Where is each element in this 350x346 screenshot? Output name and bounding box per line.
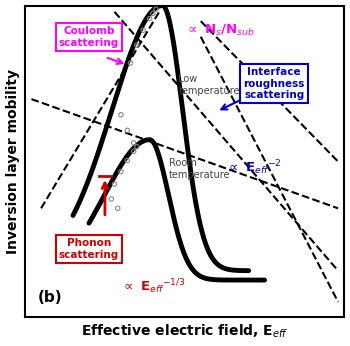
Point — [125, 158, 130, 163]
Point — [125, 128, 130, 133]
Text: $\propto$ E$_{eff}$$^{-2}$: $\propto$ E$_{eff}$$^{-2}$ — [226, 158, 282, 177]
Text: Room
temperature: Room temperature — [169, 158, 230, 180]
X-axis label: Effective electric field, E$_{eff}$: Effective electric field, E$_{eff}$ — [81, 323, 289, 340]
Text: Interface
roughness
scattering: Interface roughness scattering — [244, 67, 305, 100]
Point — [115, 206, 120, 211]
Point — [108, 196, 114, 202]
Text: $\propto$ E$_{eff}$$^{-1/3}$: $\propto$ E$_{eff}$$^{-1/3}$ — [121, 277, 186, 295]
Point — [131, 140, 136, 146]
Point — [134, 144, 140, 149]
Point — [118, 169, 124, 174]
Point — [140, 27, 146, 33]
Text: Low
temperature: Low temperature — [178, 74, 240, 96]
Point — [131, 148, 136, 154]
Text: $\propto$ N$_s$/N$_{sub}$: $\propto$ N$_s$/N$_{sub}$ — [185, 23, 254, 38]
Point — [134, 43, 140, 48]
Point — [153, 7, 159, 12]
Point — [112, 181, 117, 187]
Text: Phonon
scattering: Phonon scattering — [59, 238, 119, 260]
Point — [147, 16, 153, 21]
Text: (b): (b) — [38, 290, 63, 305]
Y-axis label: Inversion layer mobility: Inversion layer mobility — [6, 69, 20, 254]
Point — [118, 112, 124, 118]
Point — [128, 60, 133, 66]
Point — [150, 11, 156, 16]
Text: Coulomb
scattering: Coulomb scattering — [59, 26, 119, 47]
